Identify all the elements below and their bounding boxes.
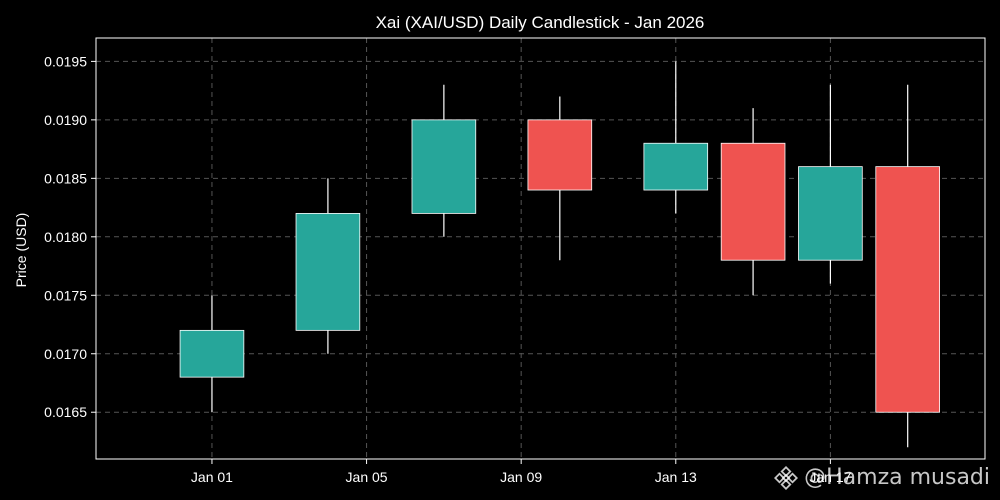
y-tick-label: 0.0180 <box>44 229 87 245</box>
chart-title: Xai (XAI/USD) Daily Candlestick - Jan 20… <box>376 13 705 32</box>
candle-body-down <box>720 142 786 261</box>
x-tick-label: Jan 01 <box>191 469 233 485</box>
x-tick-label: Jan 05 <box>346 469 388 485</box>
candle <box>527 96 593 261</box>
y-tick-label: 0.0165 <box>44 404 87 420</box>
candle <box>411 84 477 237</box>
candle-body-up <box>179 329 245 378</box>
candle-body-up <box>798 166 863 261</box>
candle-body-down <box>527 119 593 191</box>
candle-body-up <box>295 213 361 331</box>
binance-logo-icon <box>774 465 799 490</box>
y-tick-label: 0.0195 <box>44 53 87 69</box>
plot-frame <box>95 37 986 460</box>
watermark-text: @Hamza musadi <box>804 465 990 490</box>
y-axis: 0.0165 0.0170 0.0175 0.0180 0.0185 0.0190 0.01… <box>44 53 96 420</box>
watermark: @Hamza musadi <box>774 465 990 490</box>
candles <box>179 61 940 448</box>
y-tick-label: 0.0175 <box>44 287 87 303</box>
candle-body-down <box>875 166 940 413</box>
x-axis: Jan 01 Jan 05 Jan 09 Jan 13 Jan 17 <box>191 459 852 485</box>
x-tick-label: Jan 13 <box>655 469 697 485</box>
candle <box>643 61 709 214</box>
x-tick-label: Jan 17 <box>809 469 851 485</box>
y-tick-label: 0.0185 <box>44 170 87 186</box>
y-axis-label: Price (USD) <box>13 213 29 288</box>
x-tick-label: Jan 09 <box>500 469 542 485</box>
candle <box>179 295 245 413</box>
candle-body-up <box>643 142 709 191</box>
y-tick-label: 0.0170 <box>44 346 87 362</box>
candle <box>295 178 361 354</box>
y-tick-label: 0.0190 <box>44 112 87 128</box>
candle-body-up <box>411 119 477 214</box>
candle <box>798 84 863 284</box>
candle <box>875 84 940 448</box>
candle <box>720 108 786 296</box>
